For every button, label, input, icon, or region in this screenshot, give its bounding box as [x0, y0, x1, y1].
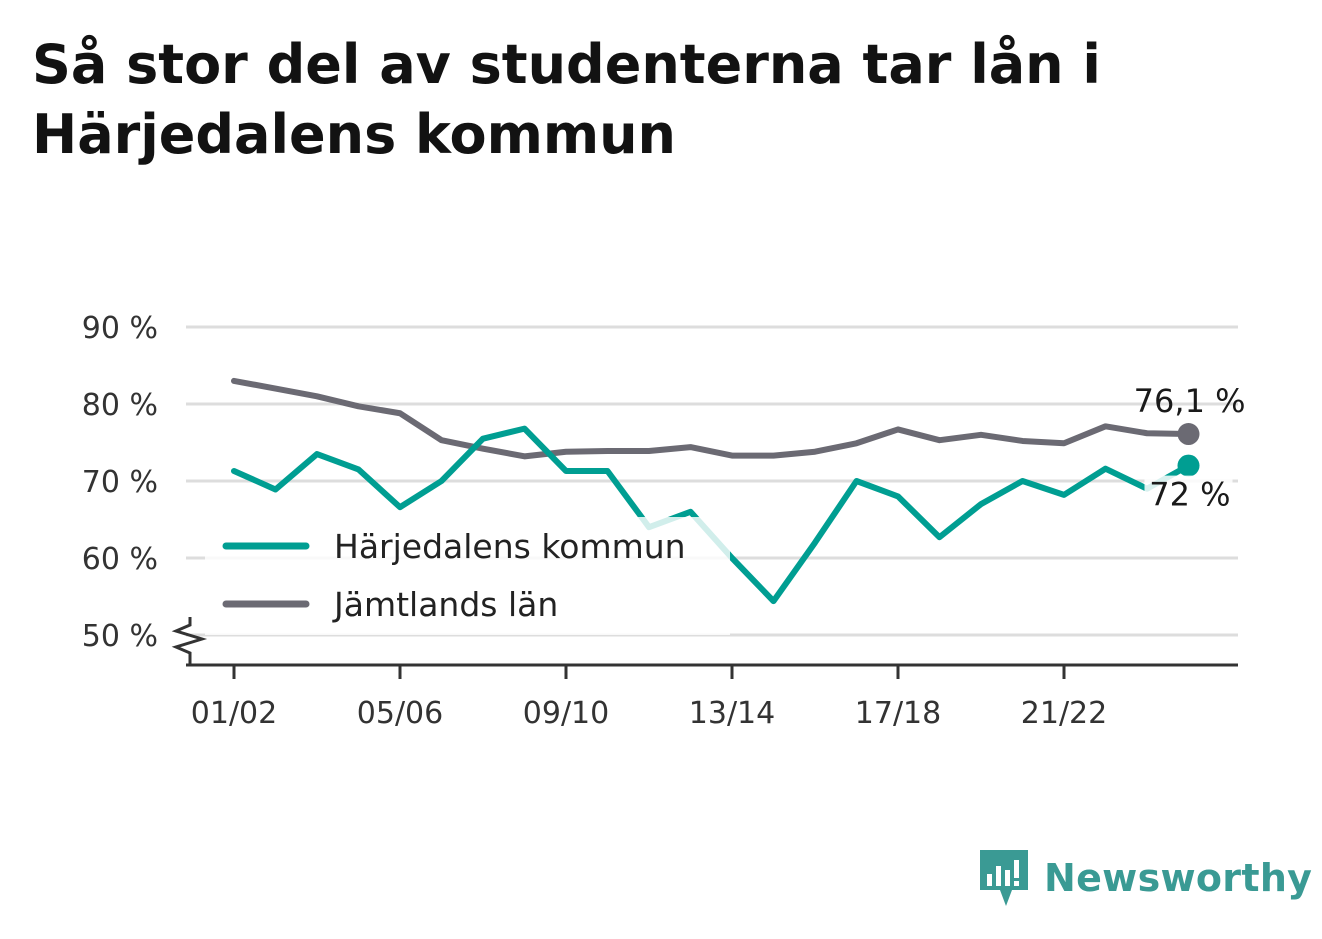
newsworthy-brand: Newsworthy — [980, 848, 1312, 908]
y-tick-label: 90 % — [82, 311, 158, 346]
legend-label: Jämtlands län — [332, 585, 558, 624]
legend-label: Härjedalens kommun — [334, 527, 686, 566]
brand-name: Newsworthy — [1044, 856, 1313, 900]
y-tick-label: 60 % — [82, 542, 158, 577]
end-point — [1177, 423, 1200, 446]
series-line — [231, 377, 1192, 460]
axis-break-icon — [171, 617, 208, 665]
label-backdrop — [1144, 475, 1233, 512]
end-value-label: 72 % — [1149, 476, 1230, 514]
x-axis: 01/02 05/06 09/10 13/14 17/18 21/22 — [186, 663, 1238, 731]
newsworthy-logo-icon — [980, 850, 1028, 906]
x-tick-label: 01/02 — [191, 696, 277, 731]
x-tick-label: 13/14 — [689, 696, 775, 731]
y-axis: 90 % 80 % 70 % 60 % 50 % — [82, 311, 208, 665]
end-value-label: 76,1 % — [1134, 382, 1246, 420]
legend: Härjedalens kommun Jämtlands län — [205, 517, 730, 635]
x-tick-label: 05/06 — [357, 696, 443, 731]
x-tick-label: 17/18 — [855, 696, 941, 731]
chart-title: Så stor del av studenterna tar lån i Här… — [32, 33, 1101, 166]
y-tick-label: 50 % — [82, 619, 158, 654]
x-tick-label: 21/22 — [1021, 696, 1107, 731]
end-labels: 76,1 % 72 % — [1134, 382, 1246, 514]
legend-box — [205, 517, 730, 635]
y-tick-label: 80 % — [82, 388, 158, 423]
y-tick-label: 70 % — [82, 465, 158, 500]
end-point — [1177, 454, 1200, 477]
x-tick-label: 09/10 — [523, 696, 609, 731]
